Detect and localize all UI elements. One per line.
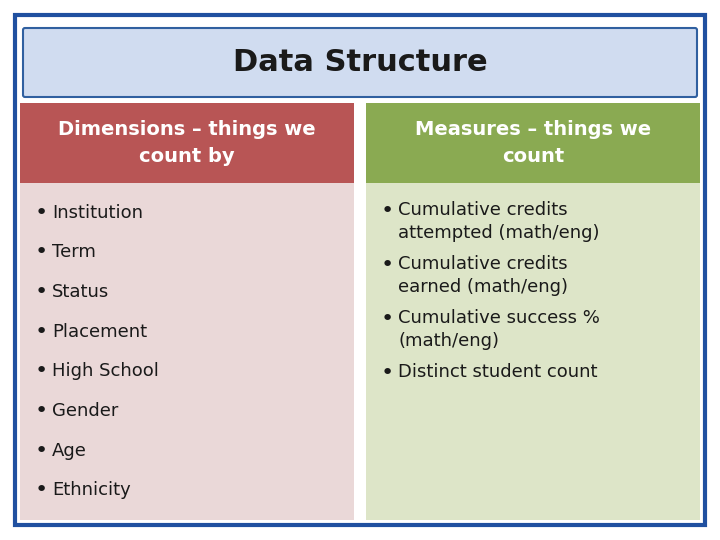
Text: •: • (381, 201, 395, 221)
Text: Dimensions – things we
count by: Dimensions – things we count by (58, 120, 316, 166)
Text: •: • (381, 363, 395, 383)
Text: Placement: Placement (52, 323, 147, 341)
Text: Cumulative success %
(math/eng): Cumulative success % (math/eng) (398, 309, 600, 350)
Text: Cumulative credits
earned (math/eng): Cumulative credits earned (math/eng) (398, 255, 568, 296)
Text: •: • (35, 401, 48, 421)
Text: Distinct student count: Distinct student count (398, 363, 598, 381)
Text: Measures – things we
count: Measures – things we count (415, 120, 651, 166)
Text: Data Structure: Data Structure (233, 48, 487, 77)
FancyBboxPatch shape (366, 103, 700, 183)
Text: •: • (381, 309, 395, 329)
Text: Gender: Gender (52, 402, 118, 420)
Text: Institution: Institution (52, 204, 143, 222)
Text: •: • (35, 203, 48, 223)
FancyBboxPatch shape (366, 183, 700, 520)
FancyBboxPatch shape (23, 28, 697, 97)
Text: •: • (35, 441, 48, 461)
Text: Term: Term (52, 244, 96, 261)
Text: •: • (35, 282, 48, 302)
Text: Status: Status (52, 283, 109, 301)
Text: •: • (35, 361, 48, 381)
Text: High School: High School (52, 362, 159, 380)
FancyBboxPatch shape (20, 103, 354, 183)
Text: •: • (381, 255, 395, 275)
Text: •: • (35, 480, 48, 500)
Text: Cumulative credits
attempted (math/eng): Cumulative credits attempted (math/eng) (398, 201, 600, 242)
Text: Ethnicity: Ethnicity (52, 481, 131, 499)
Text: •: • (35, 242, 48, 262)
FancyBboxPatch shape (15, 15, 705, 525)
Text: •: • (35, 322, 48, 342)
FancyBboxPatch shape (20, 183, 354, 520)
Text: Age: Age (52, 442, 87, 460)
